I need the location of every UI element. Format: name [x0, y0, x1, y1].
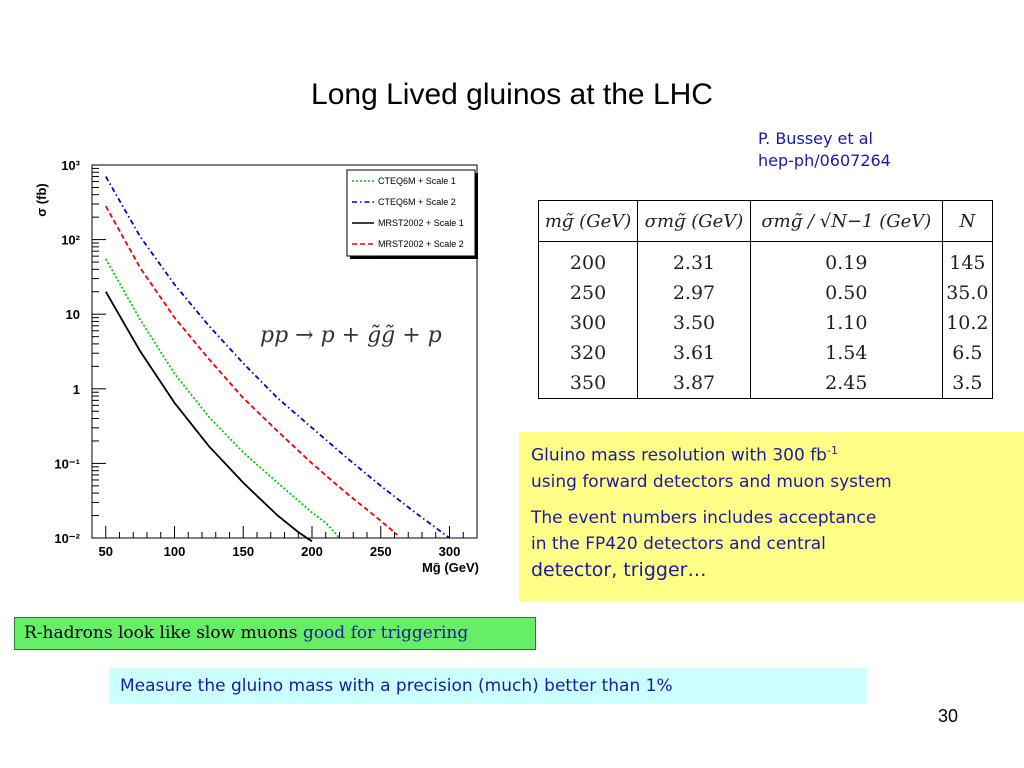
resolution-text: Gluino mass resolution with 300 fb	[531, 445, 827, 466]
y-tick-label: 10⁻²	[54, 531, 80, 546]
triggering-highlight: good for triggering	[302, 623, 469, 643]
cell: 2.45	[749, 368, 943, 398]
x-tick-label: 50	[99, 544, 113, 559]
cell: 3.61	[637, 338, 751, 369]
acceptance-line-3: detector, trigger…	[531, 558, 707, 581]
legend-label: MRST2002 + Scale 1	[378, 218, 464, 228]
cell: 3.50	[637, 308, 751, 339]
cell: 320	[569, 342, 607, 365]
y-tick-label: 10³	[61, 158, 80, 173]
legend-box	[346, 169, 476, 257]
resolution-note-box: Gluino mass resolution with 300 fb-1 usin…	[519, 432, 1024, 602]
x-tick-label: 150	[232, 544, 254, 559]
luminosity-exponent: -1	[826, 444, 838, 457]
reference-arxiv: hep-ph/0607264	[758, 151, 891, 170]
y-tick-label: 10	[66, 307, 80, 322]
table-row: 350 3.87 2.45 3.5	[539, 368, 992, 398]
cell: 2.97	[637, 278, 751, 309]
r-hadrons-text: R-hadrons look like slow muons	[24, 623, 303, 643]
cell: 3.5	[941, 368, 992, 398]
x-tick-label: 300	[439, 544, 461, 559]
results-table: mɡ̃ (GeV) σmɡ̃ (GeV) σmɡ̃ / √N−1 (GeV) N…	[538, 200, 993, 399]
acceptance-note: The event numbers includes acceptance in …	[531, 505, 1012, 584]
cell: 2.31	[637, 241, 751, 279]
cell: 350	[569, 372, 607, 395]
cell: 1.10	[749, 308, 943, 339]
series-line	[105, 258, 341, 539]
table-row: 250 2.97 0.50 35.0	[539, 278, 992, 309]
header-mass: mɡ̃ (GeV)	[539, 201, 638, 242]
x-axis-label: Mɡ̃ (GeV)	[422, 560, 479, 575]
header-sigma-over-sqrt: σmɡ̃ / √N−1 (GeV)	[749, 201, 943, 242]
cell: 145	[941, 241, 992, 279]
cell: 3.87	[637, 368, 751, 398]
cell: 1.54	[749, 338, 943, 369]
header-n: N	[941, 201, 992, 242]
y-tick-label: 1	[73, 382, 80, 397]
y-tick-label: 10²	[61, 233, 80, 248]
reference-authors: P. Bussey et al	[758, 129, 873, 148]
detector-text: using forward detectors and muon system	[531, 471, 892, 492]
legend-label: MRST2002 + Scale 2	[378, 239, 464, 249]
slide-title: Long Lived gluinos at the LHC	[311, 78, 713, 111]
cell: 200	[569, 251, 607, 274]
table-header-row: mɡ̃ (GeV) σmɡ̃ (GeV) σmɡ̃ / √N−1 (GeV) N	[539, 201, 992, 242]
process-annotation: pp → p + g̃g̃ + p	[260, 323, 442, 348]
acceptance-line-2: in the FP420 detectors and central	[531, 533, 826, 554]
r-hadrons-note: R-hadrons look like slow muons good for …	[14, 617, 536, 650]
x-tick-label: 200	[301, 544, 323, 559]
y-axis-label: σ (fb)	[34, 183, 49, 216]
cell: 35.0	[941, 278, 992, 309]
series-line	[105, 205, 398, 536]
header-sigma: σmɡ̃ (GeV)	[637, 201, 751, 242]
cell: 300	[569, 312, 607, 335]
legend-label: CTEQ6M + Scale 2	[378, 197, 456, 207]
y-tick-label: 10⁻¹	[54, 456, 80, 471]
resolution-line: Gluino mass resolution with 300 fb-1 usin…	[531, 438, 1012, 495]
x-tick-label: 100	[164, 544, 186, 559]
cross-section-chart: 10³ 10² 10 1 10⁻¹ 10⁻² 50 100 150 200 250 300 σ (fb)…	[34, 158, 479, 575]
table-row: 300 3.50 1.10 10.2	[539, 308, 992, 339]
table-row: 320 3.61 1.54 6.5	[539, 338, 992, 369]
cell: 250	[569, 282, 607, 305]
x-tick-label: 250	[370, 544, 392, 559]
cell: 10.2	[941, 308, 992, 339]
reference: P. Bussey et al hep-ph/0607264	[758, 128, 891, 172]
precision-note: Measure the gluino mass with a precision…	[109, 668, 867, 704]
table-row: 200 2.31 0.19 145	[539, 241, 992, 279]
page-number: 30	[938, 706, 959, 726]
cell: 0.19	[749, 241, 943, 279]
acceptance-line-1: The event numbers includes acceptance	[531, 507, 877, 528]
legend-label: CTEQ6M + Scale 1	[378, 176, 456, 186]
series-line	[105, 291, 313, 543]
cell: 6.5	[941, 338, 992, 369]
series-line	[105, 176, 451, 539]
cell: 0.50	[749, 278, 943, 309]
